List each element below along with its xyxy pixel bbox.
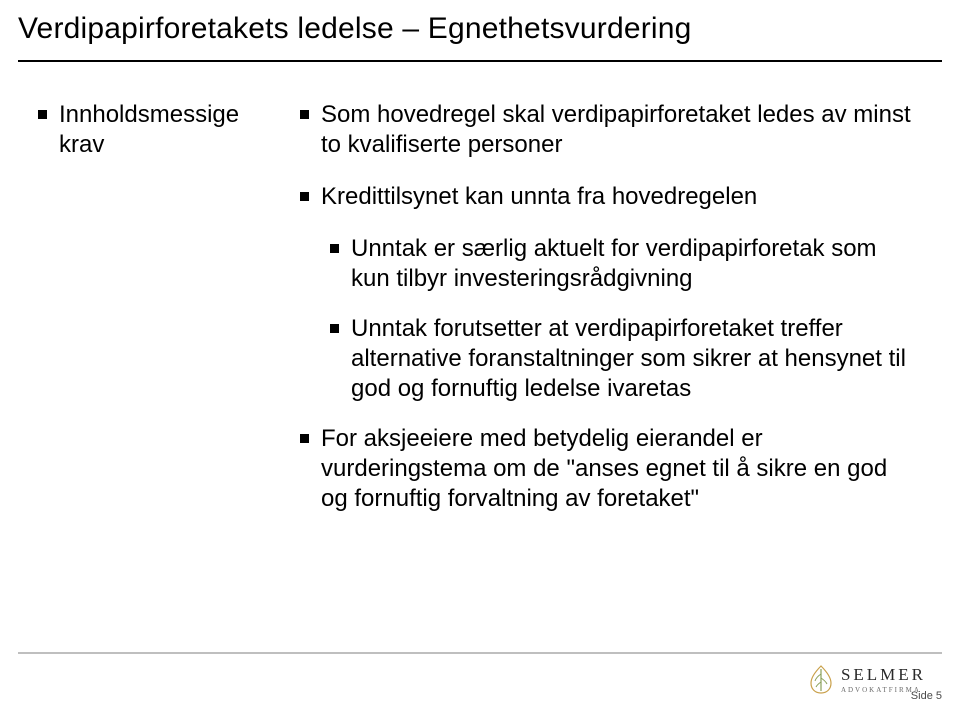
bullet-text: Innholdsmessige krav [59,100,268,160]
left-column: Innholdsmessige krav [38,100,268,182]
bullet-text: Unntak forutsetter at verdipapirforetake… [351,314,920,404]
square-bullet-icon [300,192,309,201]
logo-name: SELMER [841,665,926,685]
bullet-text: Unntak er særlig aktuelt for verdipapirf… [351,234,920,294]
sub-bullet-right-1a: Unntak er særlig aktuelt for verdipapirf… [330,234,920,294]
slide: Verdipapirforetakets ledelse – Egnethets… [0,0,960,706]
footer-divider [18,652,942,654]
square-bullet-icon [330,244,339,253]
bullet-text: For aksjeeiere med betydelig eierandel e… [321,424,920,514]
square-bullet-icon [38,110,47,119]
square-bullet-icon [300,110,309,119]
square-bullet-icon [330,324,339,333]
page-number: Side 5 [911,690,942,702]
slide-title: Verdipapirforetakets ledelse – Egnethets… [18,12,692,46]
sub-bullet-right-1b: Unntak forutsetter at verdipapirforetake… [330,314,920,404]
title-underline [18,60,942,62]
logo: SELMER ADVOKATFIRMA [807,664,926,694]
bullet-left-0: Innholdsmessige krav [38,100,268,160]
bullet-text: Som hovedregel skal verdipapirforetaket … [321,100,920,160]
bullet-right-2: For aksjeeiere med betydelig eierandel e… [300,424,920,514]
square-bullet-icon [300,434,309,443]
bullet-right-0: Som hovedregel skal verdipapirforetaket … [300,100,920,160]
bullet-right-1: Kredittilsynet kan unnta fra hovedregele… [300,182,920,212]
bullet-text: Kredittilsynet kan unnta fra hovedregele… [321,182,757,212]
logo-mark-icon [807,664,835,694]
right-column: Som hovedregel skal verdipapirforetaket … [300,100,920,536]
